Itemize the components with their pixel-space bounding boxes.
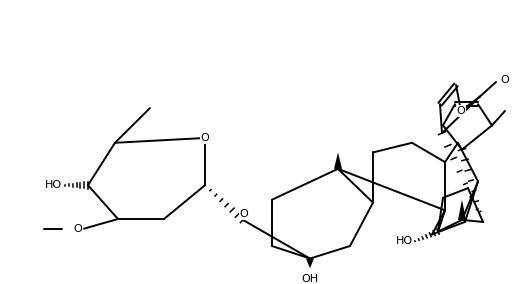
Text: O: O	[500, 75, 509, 85]
Text: O: O	[200, 133, 209, 143]
Text: O: O	[240, 209, 248, 219]
Polygon shape	[334, 153, 342, 169]
Polygon shape	[458, 200, 466, 220]
Text: HO: HO	[396, 236, 413, 246]
Text: O: O	[456, 106, 465, 116]
Text: HO: HO	[45, 180, 62, 190]
Text: OH: OH	[301, 274, 319, 284]
Text: O: O	[74, 224, 82, 234]
Polygon shape	[306, 258, 314, 268]
